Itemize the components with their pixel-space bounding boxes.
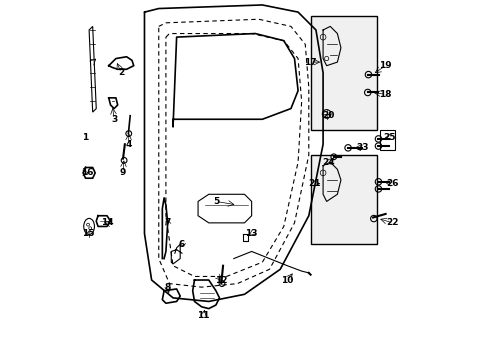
Text: 22: 22 bbox=[386, 219, 398, 228]
Text: 11: 11 bbox=[197, 311, 209, 320]
Text: 21: 21 bbox=[307, 179, 320, 188]
Text: 4: 4 bbox=[125, 140, 131, 149]
Text: 5: 5 bbox=[212, 197, 219, 206]
Text: 24: 24 bbox=[322, 158, 334, 167]
Text: 14: 14 bbox=[101, 219, 113, 228]
Bar bbox=[310, 155, 376, 244]
Text: 7: 7 bbox=[164, 219, 170, 228]
Text: 9: 9 bbox=[120, 168, 126, 177]
Text: 25: 25 bbox=[382, 132, 395, 141]
Text: 15: 15 bbox=[81, 229, 94, 238]
Text: 18: 18 bbox=[379, 90, 391, 99]
Bar bbox=[380, 130, 394, 150]
Bar bbox=[310, 16, 376, 130]
Polygon shape bbox=[89, 26, 96, 112]
Text: 19: 19 bbox=[379, 61, 391, 70]
Text: 26: 26 bbox=[386, 179, 398, 188]
Text: 13: 13 bbox=[245, 229, 257, 238]
Text: 8: 8 bbox=[164, 283, 170, 292]
Text: 12: 12 bbox=[215, 275, 227, 284]
Text: 23: 23 bbox=[355, 143, 368, 152]
Text: 2: 2 bbox=[118, 68, 124, 77]
Text: 16: 16 bbox=[81, 168, 93, 177]
Text: 17: 17 bbox=[304, 58, 316, 67]
Text: 20: 20 bbox=[322, 111, 334, 120]
Text: 10: 10 bbox=[281, 275, 293, 284]
Polygon shape bbox=[198, 194, 251, 223]
Text: 6: 6 bbox=[179, 240, 185, 249]
Text: 3: 3 bbox=[111, 115, 117, 124]
Text: 1: 1 bbox=[82, 132, 88, 141]
